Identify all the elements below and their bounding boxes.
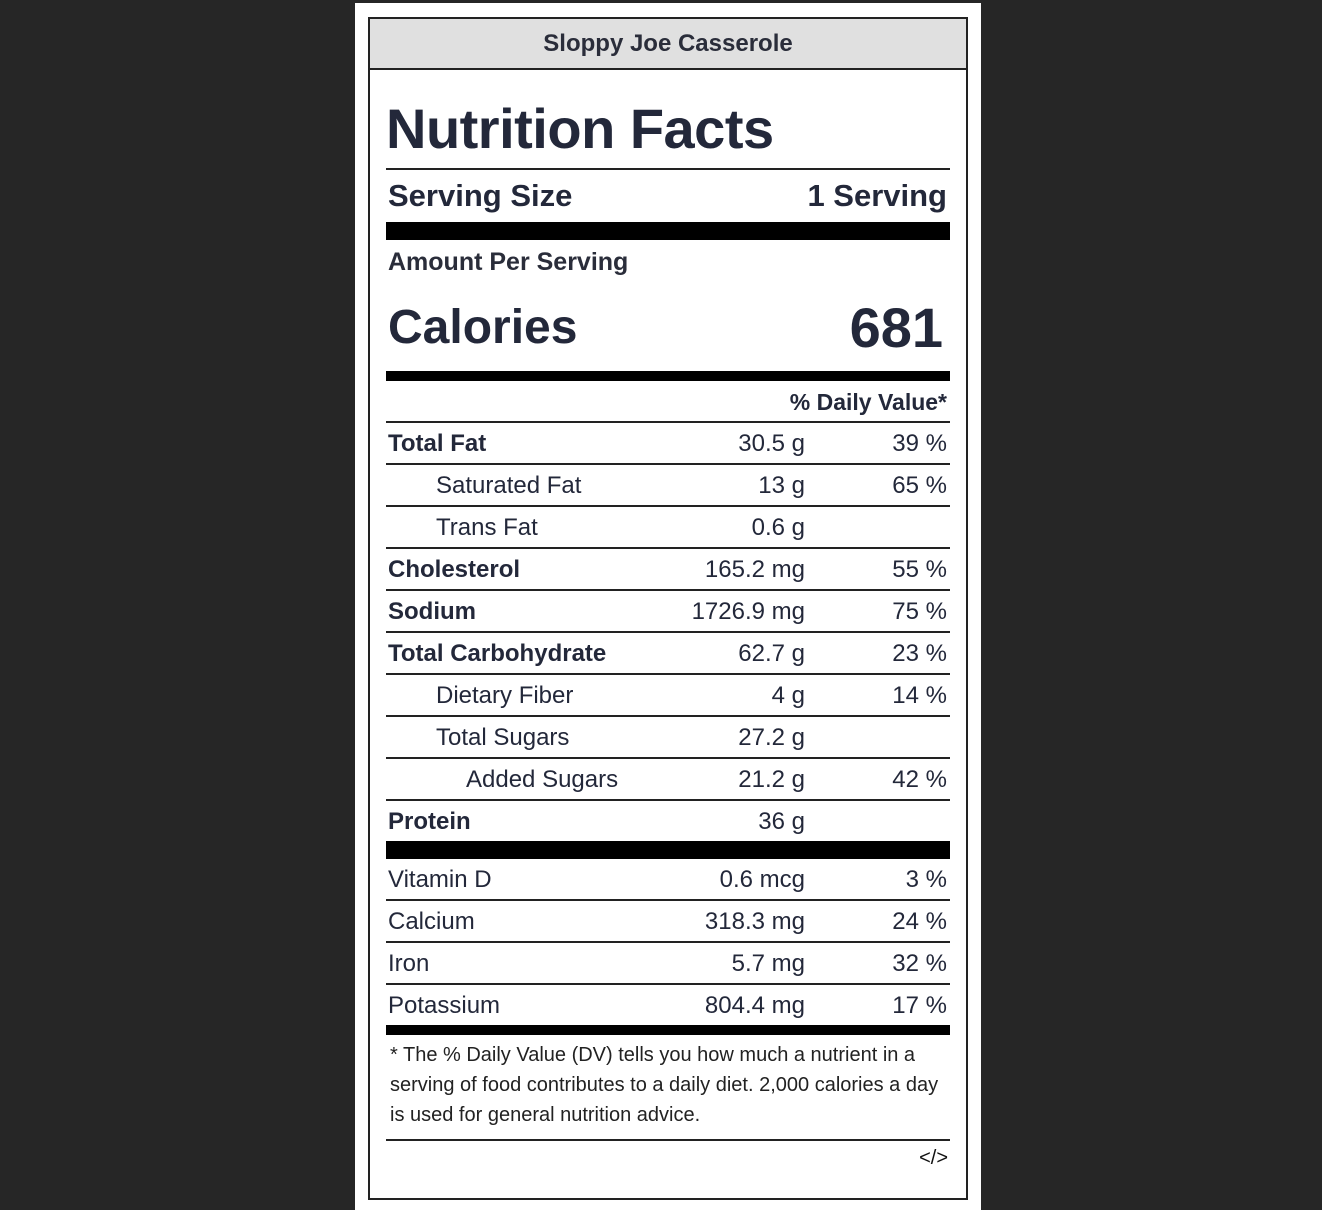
vitamin-daily-value: 17 % (892, 992, 947, 1019)
nutrition-label: Sloppy Joe Casserole Nutrition Facts Ser… (368, 17, 968, 1200)
nutrient-name: Total Fat (388, 430, 487, 457)
nutrient-amount: 27.2 g (738, 724, 805, 751)
nutrient-row: Total Carbohydrate 62.7 g 23 % (386, 633, 950, 675)
nutrient-daily-value: 14 % (892, 682, 947, 709)
vitamin-row: Vitamin D 0.6 mcg 3 % (386, 859, 950, 901)
nutrient-amount: 165.2 mg (704, 556, 805, 583)
thick-divider (386, 841, 950, 859)
nutrient-row: Cholesterol 165.2 mg 55 % (386, 549, 950, 591)
vitamin-row: Potassium 804.4 mg 17 % (386, 985, 950, 1025)
amount-per-serving: Amount Per Serving (388, 248, 629, 276)
nutrient-row: Added Sugars 21.2 g 42 % (386, 759, 950, 801)
nutrient-row: Trans Fat 0.6 g (386, 507, 950, 549)
nutrient-amount: 13 g (758, 472, 805, 499)
vitamin-name: Calcium (388, 908, 475, 935)
thick-divider (386, 1025, 950, 1035)
nutrient-name: Saturated Fat (436, 472, 582, 499)
vitamin-row: Iron 5.7 mg 32 % (386, 943, 950, 985)
nutrient-name: Protein (388, 808, 471, 835)
nutrient-name: Total Sugars (436, 724, 570, 751)
nutrient-amount: 21.2 g (738, 766, 805, 793)
nutrient-row: Saturated Fat 13 g 65 % (386, 465, 950, 507)
nutrient-amount: 1726.9 mg (691, 598, 805, 625)
nutrient-name: Added Sugars (466, 766, 619, 793)
recipe-title: Sloppy Joe Casserole (370, 19, 966, 70)
nutrient-daily-value: 42 % (892, 766, 947, 793)
nutrient-amount: 30.5 g (738, 430, 805, 457)
nutrition-content: Nutrition Facts Serving Size 1 Serving A… (386, 70, 950, 1170)
nutrient-amount: 36 g (758, 808, 805, 835)
thick-divider (386, 371, 950, 381)
nutrient-row: Sodium 1726.9 mg 75 % (386, 591, 950, 633)
nutrient-name: Trans Fat (436, 514, 538, 541)
calories-label: Calories (388, 301, 578, 354)
vitamin-amount: 5.7 mg (731, 950, 805, 977)
nutrient-daily-value: 55 % (892, 556, 947, 583)
nutrient-amount: 0.6 g (751, 514, 805, 541)
serving-size-value: 1 Serving (807, 178, 947, 213)
page-sheet: Sloppy Joe Casserole Nutrition Facts Ser… (355, 3, 981, 1210)
vitamin-daily-value: 3 % (905, 866, 947, 893)
vitamin-name: Vitamin D (388, 866, 492, 893)
nutrient-row: Total Sugars 27.2 g (386, 717, 950, 759)
nutrition-facts-heading: Nutrition Facts (386, 97, 774, 160)
vitamin-name: Potassium (388, 992, 501, 1019)
nutrient-daily-value: 39 % (892, 430, 947, 457)
serving-size-row: Serving Size 1 Serving (386, 170, 950, 222)
nutrient-name: Cholesterol (388, 556, 521, 583)
thick-divider (386, 222, 950, 240)
calories-row: Calories 681 (386, 287, 950, 371)
vitamin-amount: 0.6 mcg (719, 866, 805, 893)
vitamin-daily-value: 24 % (892, 908, 947, 935)
nutrient-daily-value: 75 % (892, 598, 947, 625)
nutrient-name: Total Carbohydrate (388, 640, 607, 667)
serving-size-label: Serving Size (388, 178, 573, 213)
nutrient-row: Protein 36 g (386, 801, 950, 841)
nutrient-amount: 62.7 g (738, 640, 805, 667)
nutrient-daily-value: 65 % (892, 472, 947, 499)
calories-value: 681 (849, 296, 943, 359)
daily-value-header: % Daily Value* (386, 381, 950, 423)
nutrient-amount: 4 g (771, 682, 805, 709)
embed-code-icon[interactable]: </> (919, 1147, 948, 1169)
daily-value-footnote: * The % Daily Value (DV) tells you how m… (386, 1035, 950, 1141)
nutrient-name: Sodium (388, 598, 476, 625)
vitamin-amount: 804.4 mg (704, 992, 805, 1019)
vitamin-row: Calcium 318.3 mg 24 % (386, 901, 950, 943)
vitamin-name: Iron (388, 950, 430, 977)
nutrient-row: Dietary Fiber 4 g 14 % (386, 675, 950, 717)
vitamin-daily-value: 32 % (892, 950, 947, 977)
nutrient-row: Total Fat 30.5 g 39 % (386, 423, 950, 465)
divider (386, 168, 950, 170)
nutrient-name: Dietary Fiber (436, 682, 574, 709)
vitamin-amount: 318.3 mg (704, 908, 805, 935)
nutrient-daily-value: 23 % (892, 640, 947, 667)
